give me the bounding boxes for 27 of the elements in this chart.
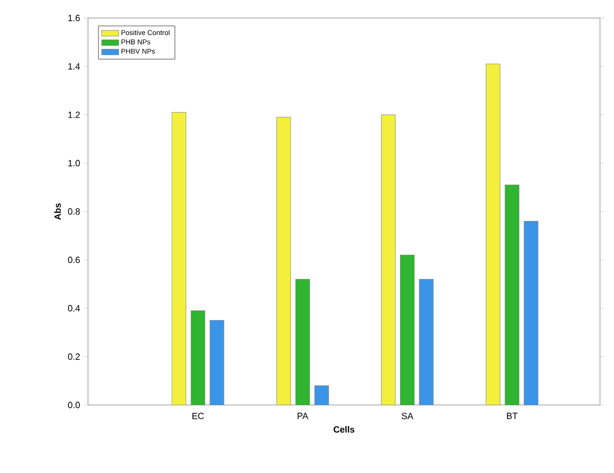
y-tick-label: 0.4 bbox=[68, 305, 80, 312]
bar bbox=[381, 114, 396, 405]
y-tick-label: 1.2 bbox=[68, 112, 80, 118]
y-tick-label: 0.2 bbox=[68, 353, 80, 360]
bar bbox=[400, 254, 415, 405]
y-tick-label: 1.0 bbox=[68, 160, 80, 166]
bar bbox=[172, 112, 186, 405]
x-tick-label: PA bbox=[298, 412, 308, 419]
y-tick-label: 0.8 bbox=[68, 208, 80, 215]
bar bbox=[276, 116, 291, 405]
bar bbox=[504, 184, 520, 405]
bar bbox=[419, 279, 434, 405]
bar bbox=[210, 320, 224, 405]
bar bbox=[314, 385, 329, 405]
bar bbox=[524, 220, 538, 405]
y-tick-label: 1.6 bbox=[68, 14, 80, 22]
x-tick-label: BT bbox=[507, 412, 518, 419]
bar bbox=[190, 310, 206, 405]
y-axis-title: Abs bbox=[54, 203, 61, 220]
y-tick-label: 0.0 bbox=[68, 402, 80, 408]
y-tick-label: 1.4 bbox=[68, 63, 80, 70]
x-axis-title: Cells bbox=[334, 426, 354, 433]
x-tick-label: SA bbox=[402, 412, 414, 420]
y-tick-label: 0.6 bbox=[68, 256, 80, 264]
bar bbox=[486, 64, 500, 405]
bar bbox=[295, 279, 310, 405]
x-tick-label: EC bbox=[192, 412, 204, 420]
